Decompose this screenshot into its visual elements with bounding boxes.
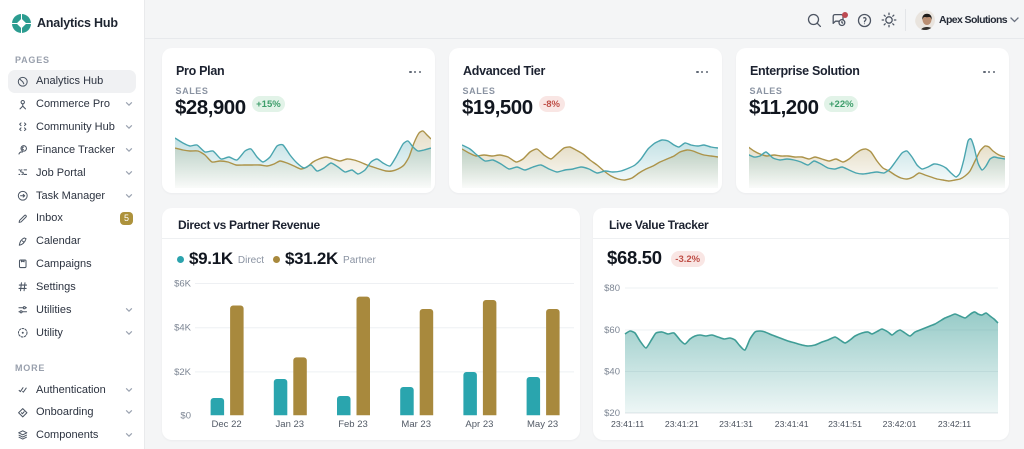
svg-text:$4K: $4K: [174, 323, 192, 334]
svg-text:Jan 23: Jan 23: [276, 419, 305, 430]
svg-text:Apr 23: Apr 23: [465, 419, 493, 430]
svg-text:$80: $80: [604, 283, 620, 294]
svg-text:$2K: $2K: [174, 367, 192, 378]
svg-text:$6K: $6K: [174, 279, 192, 290]
svg-text:$60: $60: [604, 325, 620, 336]
svg-text:$0: $0: [180, 410, 191, 421]
svg-text:Dec 22: Dec 22: [212, 419, 242, 430]
svg-text:May 23: May 23: [527, 419, 558, 430]
svg-text:Mar 23: Mar 23: [401, 419, 431, 430]
svg-text:23:41:11: 23:41:11: [611, 419, 644, 429]
svg-text:23:41:21: 23:41:21: [665, 419, 699, 429]
svg-text:23:41:31: 23:41:31: [719, 419, 753, 429]
svg-text:$20: $20: [604, 408, 620, 419]
svg-text:$40: $40: [604, 367, 620, 378]
svg-text:Feb 23: Feb 23: [338, 419, 368, 430]
svg-text:23:41:41: 23:41:41: [775, 419, 809, 429]
svg-text:23:42:01: 23:42:01: [883, 419, 917, 429]
svg-text:23:42:11: 23:42:11: [938, 419, 971, 429]
svg-text:23:41:51: 23:41:51: [828, 419, 862, 429]
